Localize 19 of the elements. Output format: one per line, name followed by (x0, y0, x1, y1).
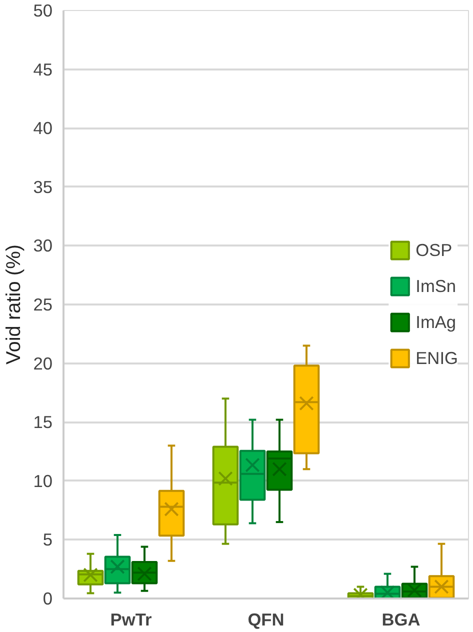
y-tick-label: 40 (33, 118, 53, 138)
legend-label: ImSn (416, 276, 456, 296)
x-tick-label: PwTr (110, 610, 152, 630)
y-tick-label: 15 (33, 412, 53, 432)
x-tick-label: QFN (248, 610, 284, 630)
y-tick-label: 45 (33, 59, 53, 80)
legend-label: ENIG (416, 348, 458, 368)
legend-label: ImAg (416, 312, 456, 332)
y-tick-label: 20 (33, 353, 53, 374)
y-tick-label: 25 (33, 294, 53, 314)
x-tick-label: BGA (382, 610, 421, 630)
y-tick-label: 0 (42, 588, 53, 608)
y-tick-label: 5 (42, 530, 53, 550)
legend-label: OSP (416, 240, 452, 260)
y-tick-label: 30 (33, 236, 53, 256)
y-tick-label: 10 (33, 470, 53, 491)
y-axis-title: Void ratio (%) (3, 244, 26, 365)
y-tick-label: 35 (33, 176, 53, 197)
y-tick-label: 50 (33, 0, 53, 20)
